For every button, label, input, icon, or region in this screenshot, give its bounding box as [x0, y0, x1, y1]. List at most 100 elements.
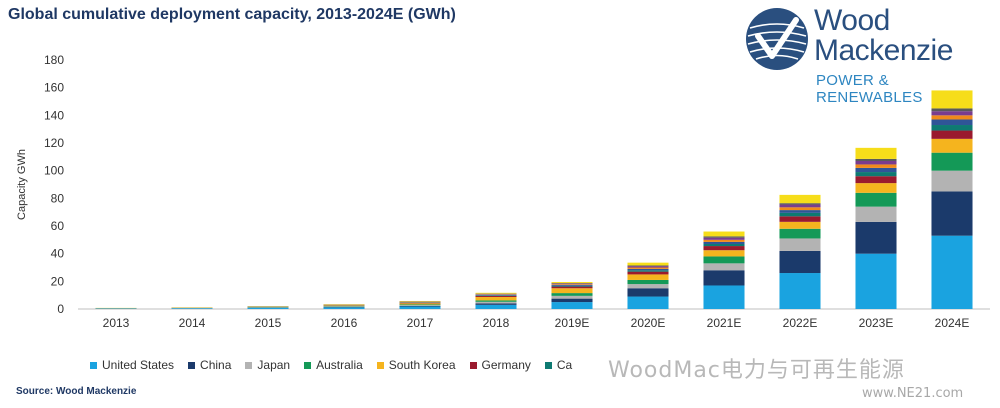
bar-segment — [475, 296, 517, 301]
y-axis-label: Capacity GWh — [16, 149, 28, 220]
bar-segment — [779, 207, 821, 211]
bar-segment — [247, 307, 289, 309]
chart-title: Global cumulative deployment capacity, 2… — [8, 6, 456, 23]
watermark-site: www.NE21.com — [862, 386, 964, 401]
legend-label: Australia — [316, 358, 363, 372]
bar-segment — [551, 285, 593, 287]
bar-segment — [855, 176, 897, 184]
bar-segment — [399, 304, 441, 306]
bar-segment — [475, 301, 517, 304]
bar-segment — [399, 303, 441, 305]
bar-segment — [703, 246, 745, 251]
bar-segment — [931, 138, 973, 153]
bar-segment — [931, 130, 973, 139]
bar-segment — [779, 210, 821, 213]
x-tick-label: 2023E — [859, 316, 894, 330]
x-tick-label: 2014 — [179, 316, 206, 330]
bar-segment — [855, 221, 897, 254]
legend-swatch — [304, 361, 312, 369]
bar-segment — [399, 306, 441, 309]
bar-segment — [627, 279, 669, 285]
bar-segment — [931, 125, 973, 131]
bar-segment — [855, 172, 897, 177]
bar-segment — [703, 256, 745, 264]
bar-segment — [627, 270, 669, 272]
bar-segment — [627, 274, 669, 280]
legend-label: South Korea — [388, 358, 456, 372]
x-tick-label: 2013 — [103, 316, 130, 330]
bar-segment — [627, 271, 669, 275]
legend-swatch — [469, 361, 477, 369]
bar-segment — [551, 293, 593, 296]
bar-segment — [931, 191, 973, 236]
legend-item: Australia — [304, 358, 363, 372]
bar-segment — [171, 308, 213, 309]
bar-segment — [703, 239, 745, 242]
legend-swatch — [90, 361, 97, 369]
bar-segment — [627, 284, 669, 289]
bar-segment — [627, 296, 669, 309]
bar-segment — [931, 115, 973, 120]
y-tick-label: 40 — [51, 247, 65, 261]
bar-segment — [779, 216, 821, 222]
bar-segment — [855, 147, 897, 159]
logo-tagline: POWER & RENEWABLES — [816, 72, 923, 106]
bar-segment — [931, 235, 973, 309]
legend-label: Germany — [481, 358, 531, 372]
bar-segment — [627, 262, 669, 266]
bar-segment — [779, 273, 821, 309]
bar-segment — [475, 304, 517, 309]
bar-segment — [551, 284, 593, 285]
x-tick-label: 2024E — [935, 316, 970, 330]
bar-segment — [855, 192, 897, 207]
bar-segment — [855, 160, 897, 165]
legend-swatch — [188, 361, 196, 369]
x-tick-label: 2015 — [255, 316, 282, 330]
bar-segment — [627, 268, 669, 271]
bar-segment — [551, 298, 593, 303]
x-tick-label: 2020E — [631, 316, 666, 330]
bar-segment — [551, 302, 593, 309]
bar-segment — [703, 236, 745, 238]
wood-mackenzie-logo: Wood Mackenzie POWER & RENEWABLES — [744, 2, 994, 106]
bar-segment — [931, 90, 973, 109]
bar-segment — [399, 302, 441, 304]
legend-swatch — [245, 361, 253, 369]
bar-segment — [551, 283, 593, 285]
bar-segment — [551, 282, 593, 284]
bar-segment — [627, 288, 669, 297]
x-tick-label: 2016 — [331, 316, 358, 330]
bar-segment — [779, 194, 821, 204]
bar-segment — [399, 305, 441, 307]
bar-segment — [475, 292, 517, 294]
bar-segment — [551, 286, 593, 289]
bar-segment — [627, 267, 669, 269]
bar-segment — [779, 203, 821, 205]
bar-segment — [703, 250, 745, 257]
x-tick-label: 2018 — [483, 316, 510, 330]
bar-segment — [855, 167, 897, 173]
bar-segment — [931, 111, 973, 116]
bar-segment — [855, 183, 897, 193]
bar-segment — [475, 300, 517, 302]
y-tick-label: 80 — [51, 191, 65, 205]
legend-label: Ca — [556, 358, 573, 372]
legend-item: Japan — [245, 358, 290, 372]
bar-segment — [855, 158, 897, 161]
watermark-text: WoodMac电力与可再生能源 — [608, 358, 905, 383]
bar-segment — [703, 285, 745, 309]
bar-segment — [855, 164, 897, 168]
bar-segment — [551, 295, 593, 299]
bar-segment — [551, 288, 593, 294]
source-note: Source: Wood Mackenzie — [16, 386, 137, 397]
y-tick-label: 20 — [51, 274, 65, 288]
bar-segment — [475, 295, 517, 296]
bar-segment — [779, 204, 821, 208]
legend-label: Japan — [257, 358, 291, 372]
bar-segment — [475, 303, 517, 305]
bar-segment — [703, 231, 745, 237]
bar-segment — [475, 294, 517, 296]
bar-segment — [399, 300, 441, 302]
legend-item: Ca — [544, 358, 573, 372]
